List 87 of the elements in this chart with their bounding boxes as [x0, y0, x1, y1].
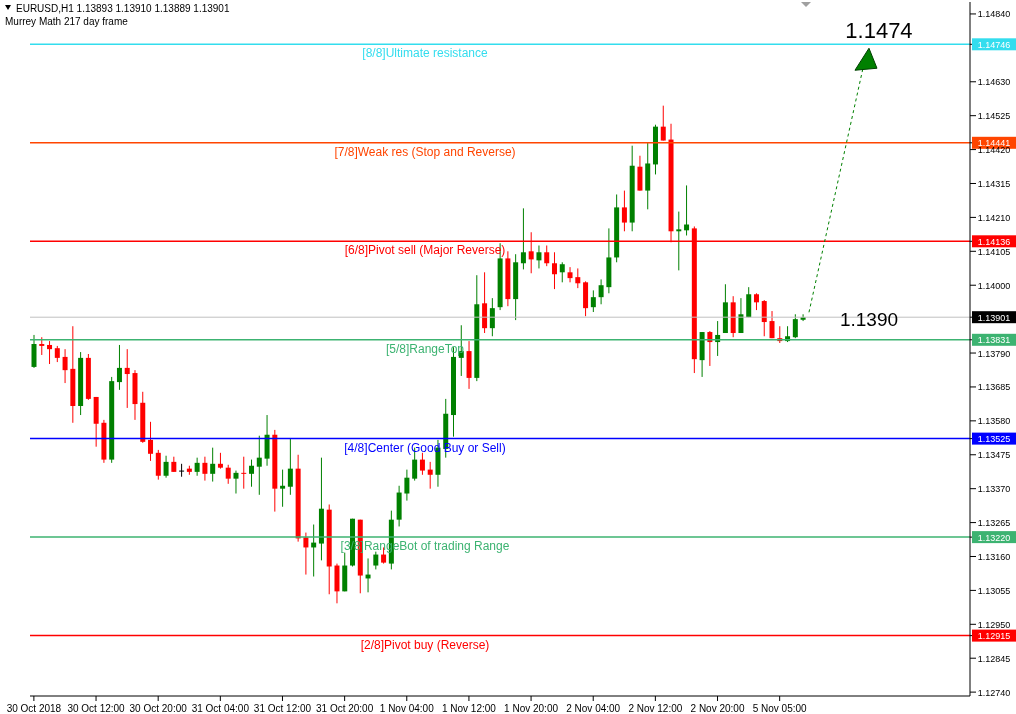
- y-tick-label: 1.13790: [977, 348, 1011, 359]
- candlestick: [233, 470, 239, 495]
- candlestick: [637, 155, 643, 192]
- candlestick: [489, 297, 495, 337]
- candlestick: [249, 459, 255, 488]
- candlestick: [536, 245, 542, 269]
- y-tick-label: 1.13055: [977, 585, 1011, 596]
- y-tick-label: 1.13901: [977, 312, 1011, 323]
- x-tick-label: 1 Nov 20:00: [504, 703, 559, 714]
- candlestick: [225, 464, 231, 485]
- candlestick: [746, 286, 752, 318]
- candlestick: [287, 438, 293, 496]
- candlestick: [520, 207, 526, 270]
- y-tick-label: 1.14136: [977, 236, 1011, 247]
- candlestick: [676, 211, 682, 271]
- x-tick-label: 31 Oct 12:00: [253, 703, 312, 714]
- annotation: 1.1474: [845, 18, 913, 44]
- candlestick: [575, 267, 581, 289]
- x-tick-label: 2 Nov 12:00: [628, 703, 683, 714]
- candlestick: [559, 261, 565, 283]
- candlestick: [761, 299, 767, 337]
- candlestick: [31, 334, 37, 369]
- candlestick: [552, 251, 557, 290]
- candlestick: [210, 447, 216, 483]
- y-tick-label: 1.12915: [977, 631, 1011, 642]
- y-tick-label: 1.13265: [977, 518, 1011, 529]
- x-tick-label: 30 Oct 20:00: [129, 703, 188, 714]
- chart-title: EURUSD,H1 1.13893 1.13910 1.13889 1.13901: [16, 3, 230, 14]
- candlestick: [241, 456, 247, 490]
- candlestick: [621, 190, 627, 232]
- y-tick-label: 1.12740: [977, 687, 1011, 698]
- y-tick-label: 1.13220: [977, 532, 1011, 543]
- candlestick: [62, 348, 68, 384]
- candlestick: [155, 449, 161, 481]
- y-tick-label: 1.13475: [977, 450, 1011, 461]
- y-tick-label: 1.14210: [977, 212, 1011, 223]
- y-tick-label: 1.14746: [977, 39, 1011, 50]
- ref-line-label: [2/8]Pivot buy (Reverse): [360, 637, 490, 652]
- ref-line-label: [8/8]Ultimate resistance: [362, 46, 489, 61]
- x-tick-label: 2 Nov 04:00: [566, 703, 621, 714]
- candlestick: [116, 344, 122, 391]
- candlestick: [590, 289, 596, 313]
- y-tick-label: 1.13160: [977, 551, 1011, 562]
- candlestick: [194, 457, 200, 477]
- y-tick-label: 1.12950: [977, 619, 1011, 630]
- x-tick-label: 31 Oct 20:00: [316, 703, 374, 714]
- y-tick-label: 1.13580: [977, 416, 1011, 427]
- y-tick-label: 1.14000: [977, 280, 1011, 291]
- candlestick: [738, 297, 744, 334]
- candlestick: [303, 532, 309, 576]
- candlestick: [202, 456, 208, 482]
- candlestick: [179, 463, 185, 478]
- y-tick-label: 1.14105: [977, 246, 1011, 257]
- candlestick: [598, 278, 604, 305]
- candlestick: [544, 245, 550, 267]
- y-tick-label: 1.13525: [977, 434, 1011, 445]
- candlestick: [404, 469, 410, 502]
- candlestick: [280, 469, 286, 508]
- y-tick-label: 1.13831: [977, 335, 1011, 346]
- y-tick-label: 1.14315: [977, 178, 1011, 189]
- x-tick-label: 30 Oct 2018: [6, 703, 62, 714]
- candlestick: [163, 455, 169, 479]
- y-tick-label: 1.14840: [977, 9, 1011, 20]
- y-tick-label: 1.14630: [977, 77, 1011, 88]
- y-tick-label: 1.14525: [977, 111, 1011, 122]
- y-tick-label: 1.13685: [977, 382, 1011, 393]
- y-tick-label: 1.13370: [977, 484, 1011, 495]
- y-tick-label: 1.12845: [977, 653, 1011, 664]
- candlestick: [264, 414, 270, 467]
- ref-line-label: [7/8]Weak res (Stop and Reverse): [334, 144, 516, 159]
- candlestick: [660, 105, 666, 142]
- x-tick-label: 1 Nov 12:00: [441, 703, 497, 714]
- text: Murrey Math 217 day frame: [5, 16, 129, 27]
- candlestick: [148, 421, 154, 462]
- x-tick-label: 1 Nov 04:00: [379, 703, 435, 714]
- candlestick: [256, 435, 262, 496]
- x-tick-label: 30 Oct 12:00: [67, 703, 126, 714]
- candlestick: [792, 313, 798, 339]
- x-tick-label: 5 Nov 05:00: [752, 703, 808, 714]
- candlestick: [769, 310, 775, 339]
- candlestick: [567, 266, 573, 283]
- annotation: 1.1390: [839, 308, 899, 330]
- candlestick: [124, 348, 130, 409]
- candlestick: [47, 340, 53, 365]
- x-tick-label: 31 Oct 04:00: [191, 703, 250, 714]
- candlestick: [427, 461, 433, 490]
- x-tick-label: 2 Nov 20:00: [690, 703, 745, 714]
